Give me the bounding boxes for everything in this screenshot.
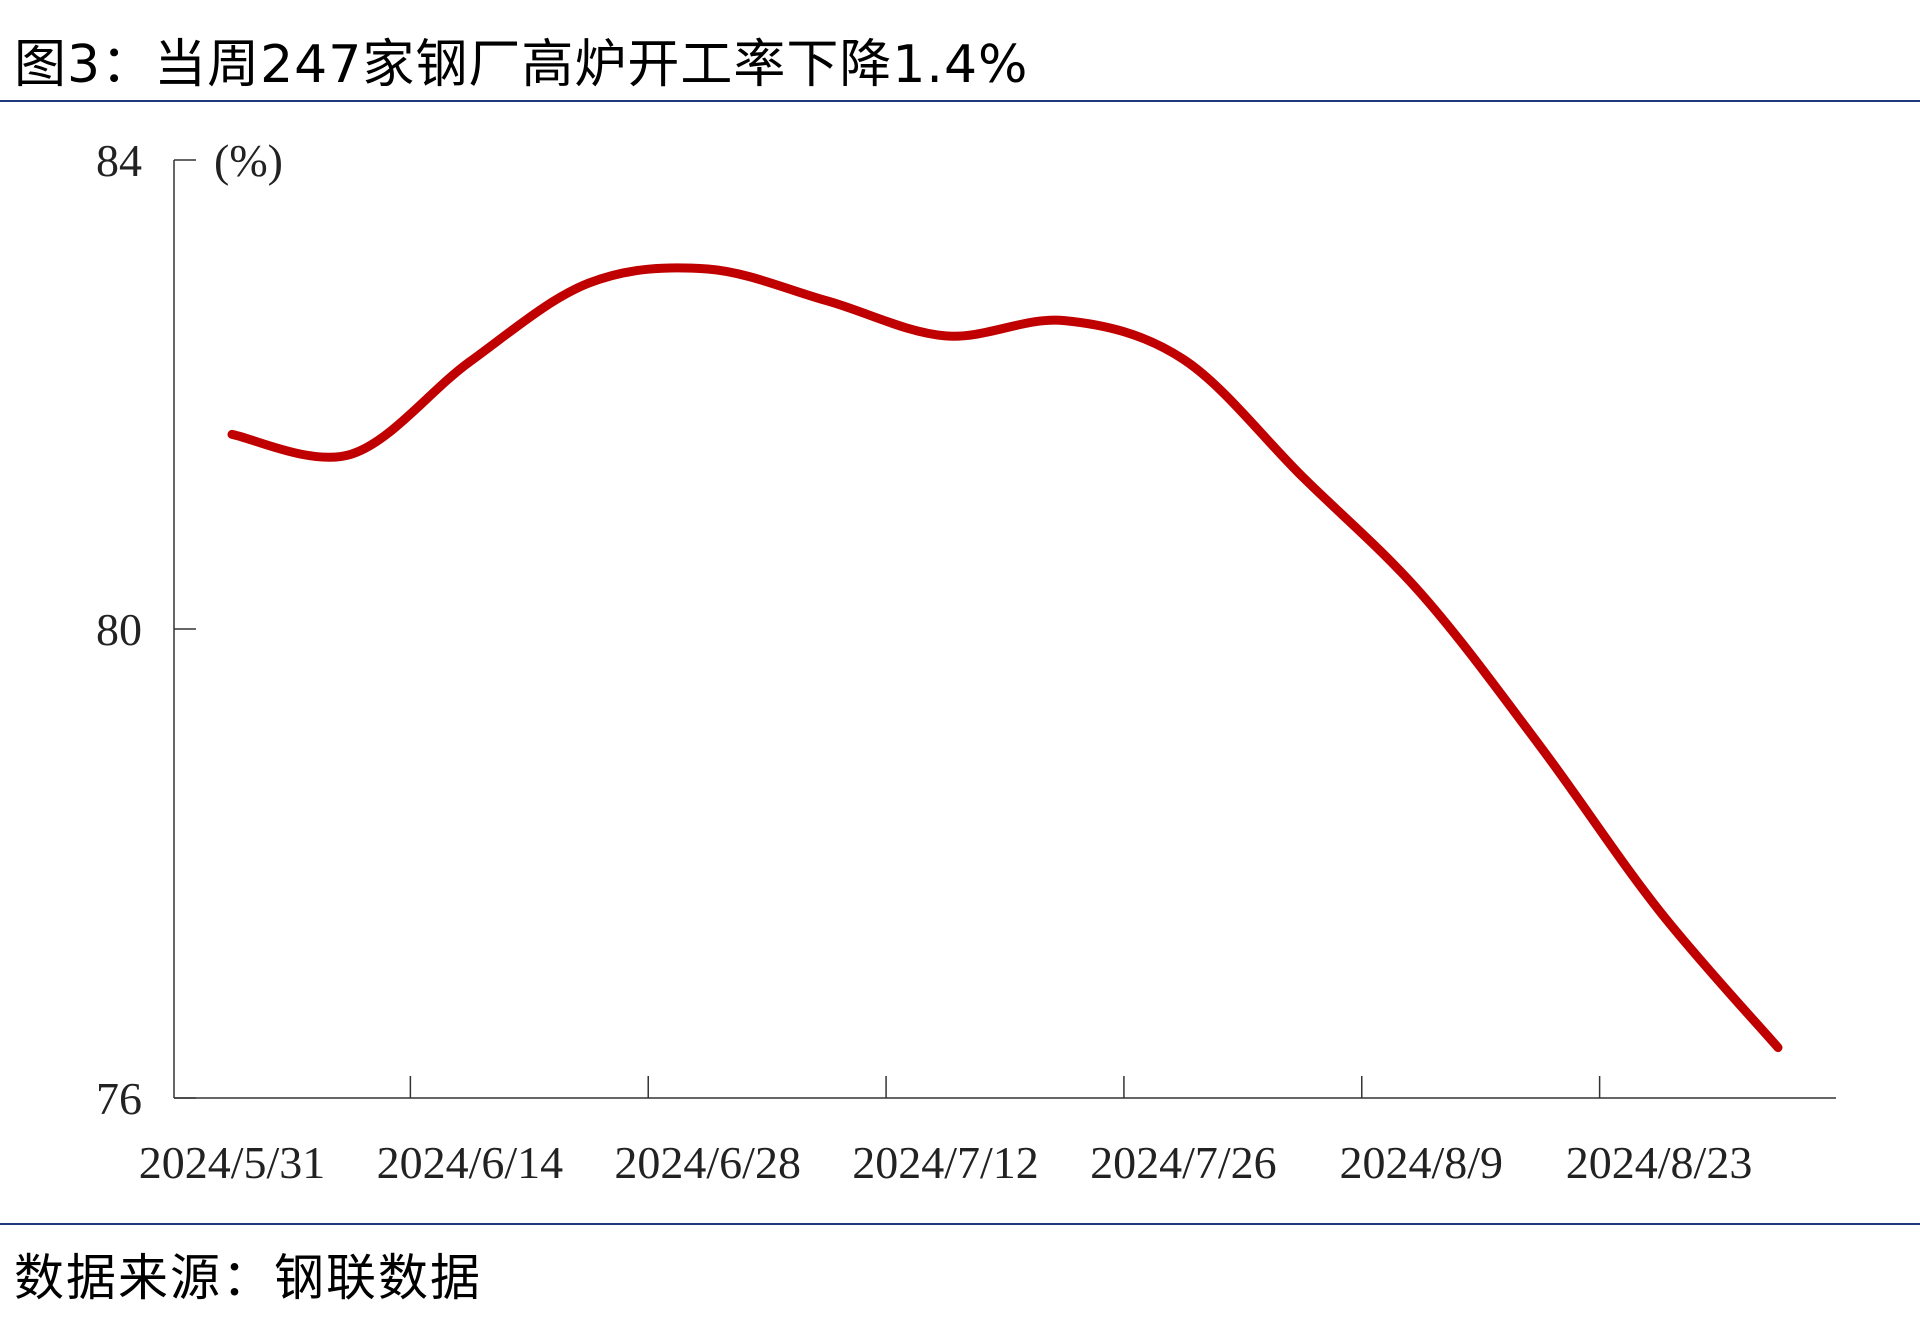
- source-divider: [0, 1223, 1920, 1225]
- chart-axes: [173, 160, 1836, 1099]
- y-axis-unit-label: (%): [214, 135, 283, 186]
- x-tick-label: 2024/6/14: [377, 1137, 564, 1188]
- x-tick-label: 2024/8/23: [1566, 1137, 1753, 1188]
- title-divider: [0, 100, 1920, 102]
- data-source-note: 数据来源：钢联数据: [14, 1249, 482, 1307]
- series-line: [227, 263, 1783, 1053]
- y-tick-label: 80: [96, 604, 142, 655]
- x-tick-label: 2024/6/28: [614, 1137, 801, 1188]
- x-tick-label: 2024/5/31: [139, 1137, 326, 1188]
- x-tick-label: 2024/8/9: [1339, 1137, 1503, 1188]
- chart-ticks: 76 80 84 (%) 2024/5/31 2024/6/14 2024/6/28 2024…: [96, 135, 1752, 1188]
- x-tick-label: 2024/7/26: [1090, 1137, 1277, 1188]
- chart-title: 图3：当周247家钢厂高炉开工率下降1.4%: [14, 35, 1029, 95]
- x-tick-label: 2024/7/12: [852, 1137, 1039, 1188]
- y-tick-label: 84: [96, 135, 142, 186]
- line-chart: 76 80 84 (%) 2024/5/31 2024/6/14 2024/6/28 2024…: [96, 135, 1836, 1188]
- chart-series: [227, 263, 1783, 1053]
- y-tick-label: 76: [96, 1073, 142, 1124]
